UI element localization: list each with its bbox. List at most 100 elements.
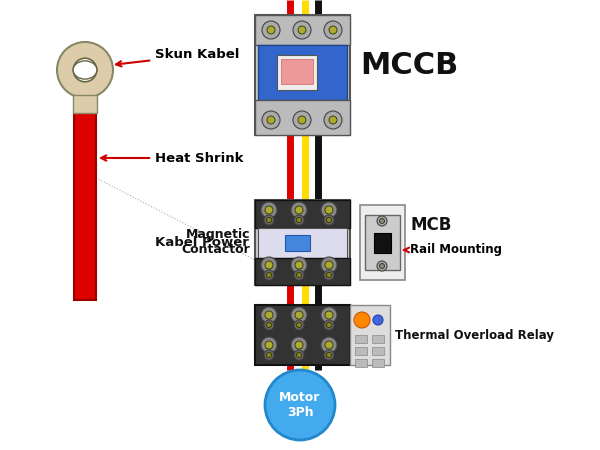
Bar <box>255 100 350 135</box>
Circle shape <box>267 26 275 34</box>
Circle shape <box>291 307 307 323</box>
Bar <box>285 235 310 251</box>
Circle shape <box>324 111 342 129</box>
Circle shape <box>264 320 274 330</box>
Circle shape <box>296 273 302 278</box>
Circle shape <box>324 320 334 330</box>
Circle shape <box>377 216 387 226</box>
Bar <box>277 55 317 90</box>
Bar <box>372 335 384 343</box>
Circle shape <box>265 206 273 214</box>
Bar <box>258 45 347 100</box>
Circle shape <box>296 323 302 328</box>
Circle shape <box>264 215 274 225</box>
Text: MCCB: MCCB <box>360 50 458 80</box>
Circle shape <box>266 217 271 222</box>
Circle shape <box>291 257 307 273</box>
Circle shape <box>298 26 306 34</box>
Circle shape <box>295 311 303 319</box>
Text: Motor
3Ph: Motor 3Ph <box>280 391 320 419</box>
Bar <box>255 15 350 45</box>
Circle shape <box>380 264 385 269</box>
Circle shape <box>329 26 337 34</box>
Bar <box>281 59 313 84</box>
Circle shape <box>291 337 307 353</box>
Circle shape <box>261 337 277 353</box>
Circle shape <box>261 257 277 273</box>
Bar <box>374 233 391 253</box>
Circle shape <box>294 320 304 330</box>
Circle shape <box>293 21 311 39</box>
Circle shape <box>326 323 331 328</box>
Circle shape <box>321 202 337 218</box>
Text: Skun Kabel: Skun Kabel <box>116 49 239 67</box>
Circle shape <box>295 206 303 214</box>
Text: MCB: MCB <box>410 216 451 234</box>
Bar <box>255 200 350 285</box>
Circle shape <box>265 261 273 269</box>
Circle shape <box>296 352 302 357</box>
Bar <box>355 335 367 343</box>
Circle shape <box>264 350 274 360</box>
Circle shape <box>298 116 306 124</box>
Bar <box>372 359 384 367</box>
Circle shape <box>73 58 97 82</box>
Circle shape <box>262 21 280 39</box>
Bar <box>74 113 96 300</box>
Circle shape <box>261 202 277 218</box>
Circle shape <box>380 219 385 224</box>
Circle shape <box>265 370 335 440</box>
Circle shape <box>324 270 334 280</box>
Bar <box>365 215 400 270</box>
Bar <box>255 15 350 135</box>
Circle shape <box>325 206 333 214</box>
Circle shape <box>325 311 333 319</box>
Bar <box>355 359 367 367</box>
Bar <box>355 347 367 355</box>
Ellipse shape <box>73 61 97 79</box>
Bar <box>360 205 405 280</box>
Circle shape <box>329 116 337 124</box>
Bar <box>372 347 384 355</box>
Circle shape <box>321 337 337 353</box>
Bar <box>350 305 390 365</box>
Circle shape <box>325 341 333 349</box>
Circle shape <box>267 116 275 124</box>
Text: Magnetic
Contactor: Magnetic Contactor <box>181 228 250 256</box>
Circle shape <box>294 270 304 280</box>
Circle shape <box>354 312 370 328</box>
Circle shape <box>326 217 331 222</box>
Circle shape <box>326 352 331 357</box>
Circle shape <box>265 341 273 349</box>
Circle shape <box>261 307 277 323</box>
Circle shape <box>325 261 333 269</box>
Circle shape <box>57 42 113 98</box>
Bar <box>255 258 350 285</box>
Text: Kabel Power: Kabel Power <box>155 237 249 249</box>
Circle shape <box>293 111 311 129</box>
Bar <box>255 200 350 228</box>
Circle shape <box>321 307 337 323</box>
Circle shape <box>291 202 307 218</box>
Circle shape <box>321 257 337 273</box>
Circle shape <box>324 350 334 360</box>
Bar <box>73 95 97 113</box>
Circle shape <box>265 311 273 319</box>
Circle shape <box>294 350 304 360</box>
Text: Rail Mounting: Rail Mounting <box>404 243 502 256</box>
Circle shape <box>264 270 274 280</box>
Circle shape <box>295 341 303 349</box>
Text: Heat Shrink: Heat Shrink <box>101 152 244 165</box>
Circle shape <box>294 215 304 225</box>
Circle shape <box>324 215 334 225</box>
Circle shape <box>326 273 331 278</box>
Circle shape <box>266 273 271 278</box>
Circle shape <box>262 111 280 129</box>
Circle shape <box>295 261 303 269</box>
Circle shape <box>324 21 342 39</box>
Text: Thermal Overload Relay: Thermal Overload Relay <box>395 328 554 342</box>
Bar <box>255 305 350 365</box>
Circle shape <box>266 352 271 357</box>
Bar <box>258 228 347 258</box>
Circle shape <box>266 323 271 328</box>
